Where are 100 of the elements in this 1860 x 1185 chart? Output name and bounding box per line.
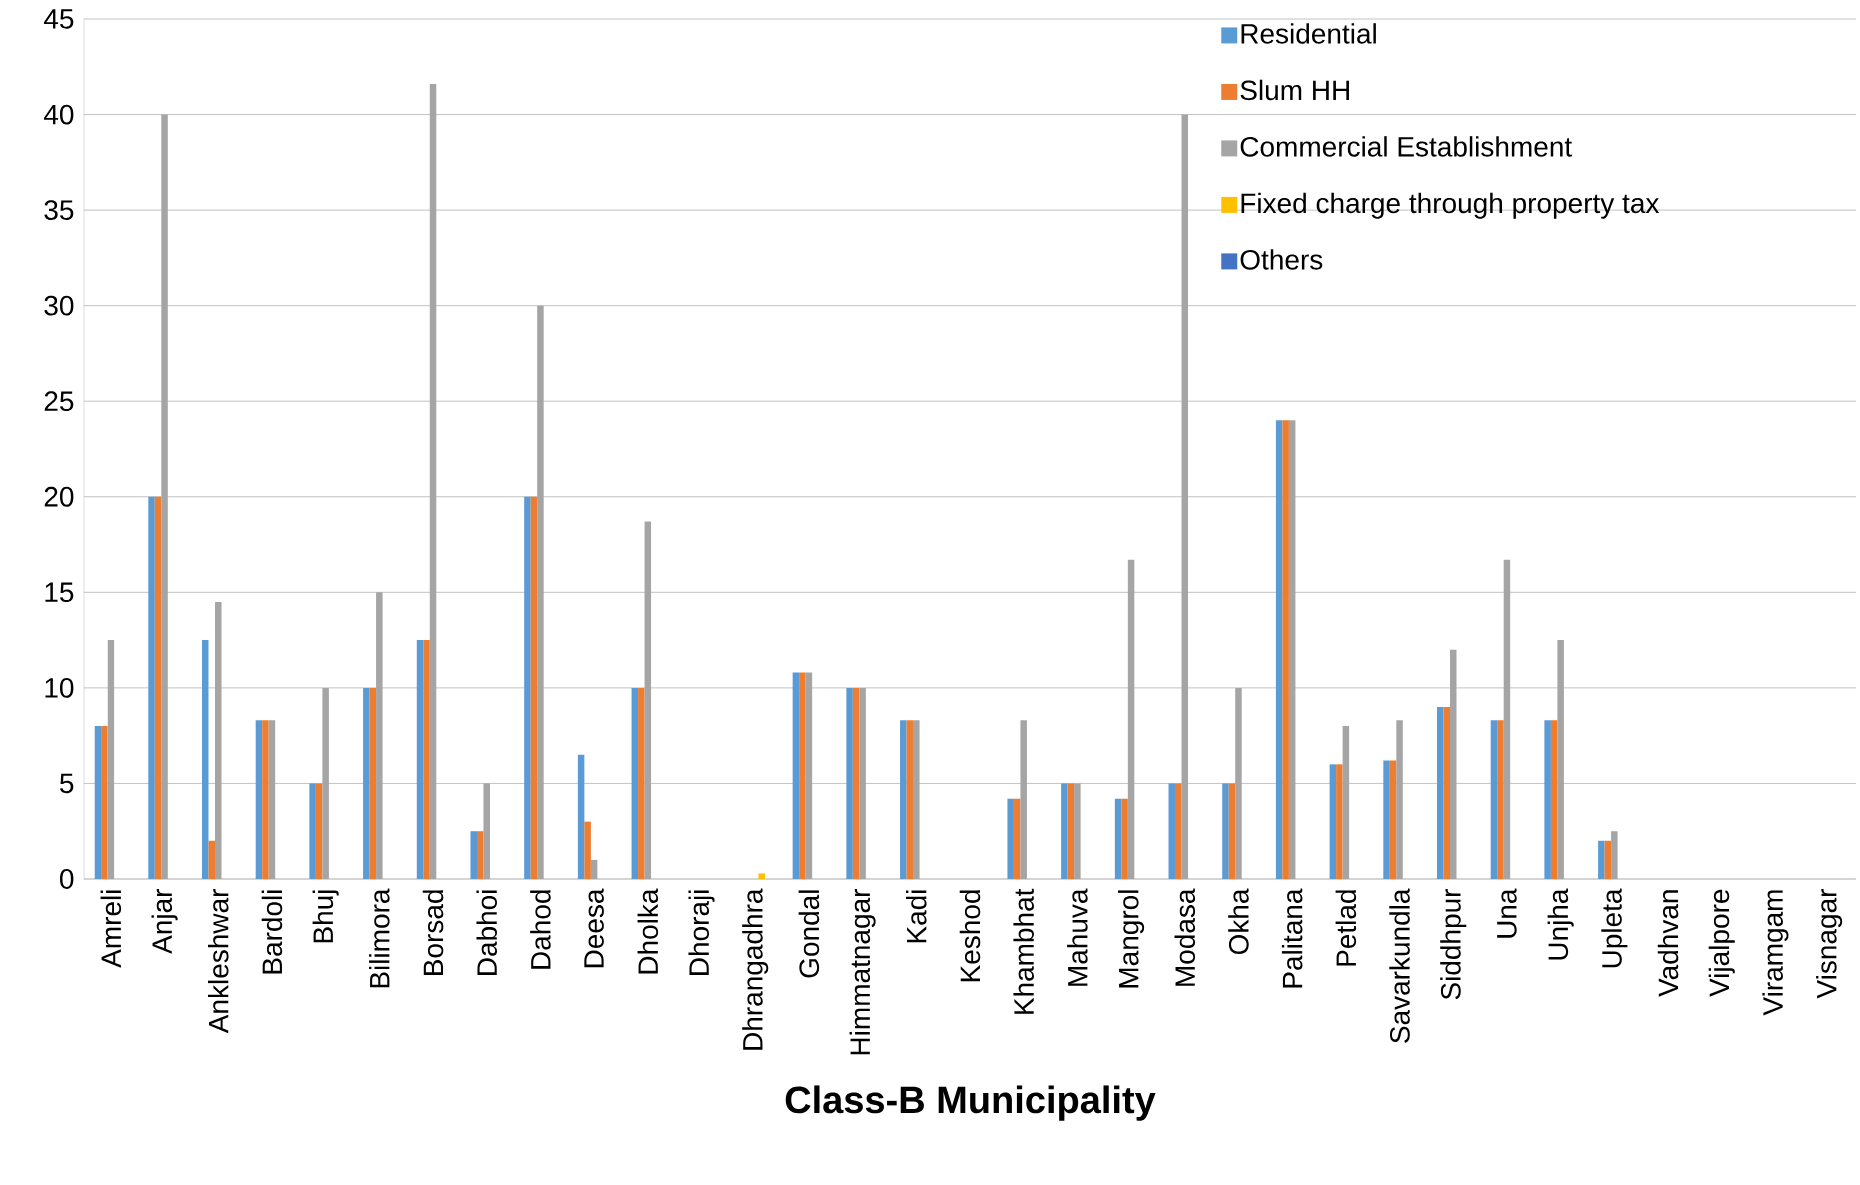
x-tick-label: Himmatnagar [849,889,876,1055]
bar [900,720,907,879]
y-tick-label: 35 [44,200,74,220]
x-tick-label: Vijalpore [1708,889,1735,997]
x-tick-label: Unjha [1547,888,1574,960]
bar [315,783,323,879]
x-tick-label: Mahuva [1067,888,1088,986]
bar [799,672,806,879]
x-tick-label: Gondal [798,890,820,978]
x-tick-label: Petlad [1335,890,1357,966]
y-tick-label: 15 [45,582,74,603]
x-tick-label: Borsad [422,890,444,975]
bar [1383,760,1390,879]
x-tick-label: Anjar [151,889,178,954]
bar [1544,720,1551,879]
bar [906,720,914,879]
bar [846,687,853,879]
bar [1121,798,1128,879]
x-tick-label: Dhoraji [688,890,715,975]
x-axis-title: Class-B Municipality [785,1085,1156,1121]
bar [524,496,531,879]
bar [1389,760,1397,879]
x-tick-label: Savarkundla [1389,888,1410,1043]
bar [470,831,477,879]
bar [255,720,263,879]
x-tick-label: Visnagar [1816,889,1843,999]
bar [1282,420,1289,879]
bar [416,640,424,879]
y-tick-label: 30 [44,295,74,316]
x-tick-label: Bhuj [312,890,339,943]
x-tick-label: Vadhvan [1657,890,1679,997]
y-tick-label: 45 [43,9,74,29]
bar [577,754,585,879]
x-tick-label: Viramgam [1762,890,1789,1016]
legend-label: Fixed charge through property tax [1241,192,1660,219]
bar [1067,783,1075,879]
legend-label: Others [1240,249,1323,270]
y-tick-label: 20 [44,486,74,507]
bar [1175,783,1182,879]
y-tick-label: 0 [60,869,74,889]
bar [1329,764,1337,879]
bar [638,687,645,879]
x-tick-label: Bilimora [369,888,390,988]
bar [423,640,430,879]
bar [101,726,108,879]
x-tick-label: Deesa [584,888,604,968]
y-tick-label: 5 [60,773,74,794]
x-tick-label: Dhrangadhra [742,888,769,1050]
x-tick-label: Khambhat [1013,888,1034,1014]
x-tick-label: Ankleshwar [207,889,229,1034]
x-tick-label: Mangrol [1118,890,1145,988]
bar [1443,706,1450,879]
x-tick-label: Upleta [1601,888,1628,968]
bar [758,873,765,879]
bar [262,720,269,879]
bar [1168,783,1176,879]
bar [1437,706,1444,879]
bar [631,687,639,879]
bar [1228,783,1236,879]
bar [363,687,370,879]
bar [1222,783,1229,879]
bar [94,726,102,879]
bar [792,672,800,879]
bar [1007,798,1014,879]
bar [1490,720,1498,879]
bar [1061,783,1068,879]
bar [852,687,860,879]
x-tick-label: Modasa [1174,888,1196,986]
x-tick-label: Keshod [959,890,981,982]
bar [1604,840,1612,879]
bar [208,840,215,879]
bar [530,496,538,879]
legend-label: Slum HH [1240,79,1349,101]
bar [154,496,162,879]
x-tick-label: Bardoli [261,890,283,974]
bar [1550,720,1558,879]
bar [476,831,484,879]
x-tick-label: Una [1497,888,1517,938]
legend-label: Commercial Establishment [1240,136,1572,157]
bar [202,640,209,879]
bar [1336,764,1343,879]
bar [1114,798,1122,879]
bar [309,783,316,879]
x-tick-label: Dholka [637,888,659,974]
x-tick-label: Palitana [1281,888,1303,988]
x-tick-label: Amreli [100,890,122,968]
legend-label: Residential [1241,23,1376,44]
y-tick-label: 40 [43,104,74,125]
x-tick-label: Dabhoi [476,890,497,975]
bar [1013,798,1021,879]
y-tick-label: 25 [44,391,74,412]
x-tick-label: Kadi [906,890,927,943]
y-tick-label: 10 [45,677,74,698]
bar [369,687,377,879]
x-tick-label: Dahod [530,890,551,969]
x-tick-label: Siddhpur [1440,889,1467,1000]
bar [1598,840,1605,879]
x-tick-label: Okha [1228,888,1249,955]
bar [584,821,591,879]
bar [148,496,155,879]
